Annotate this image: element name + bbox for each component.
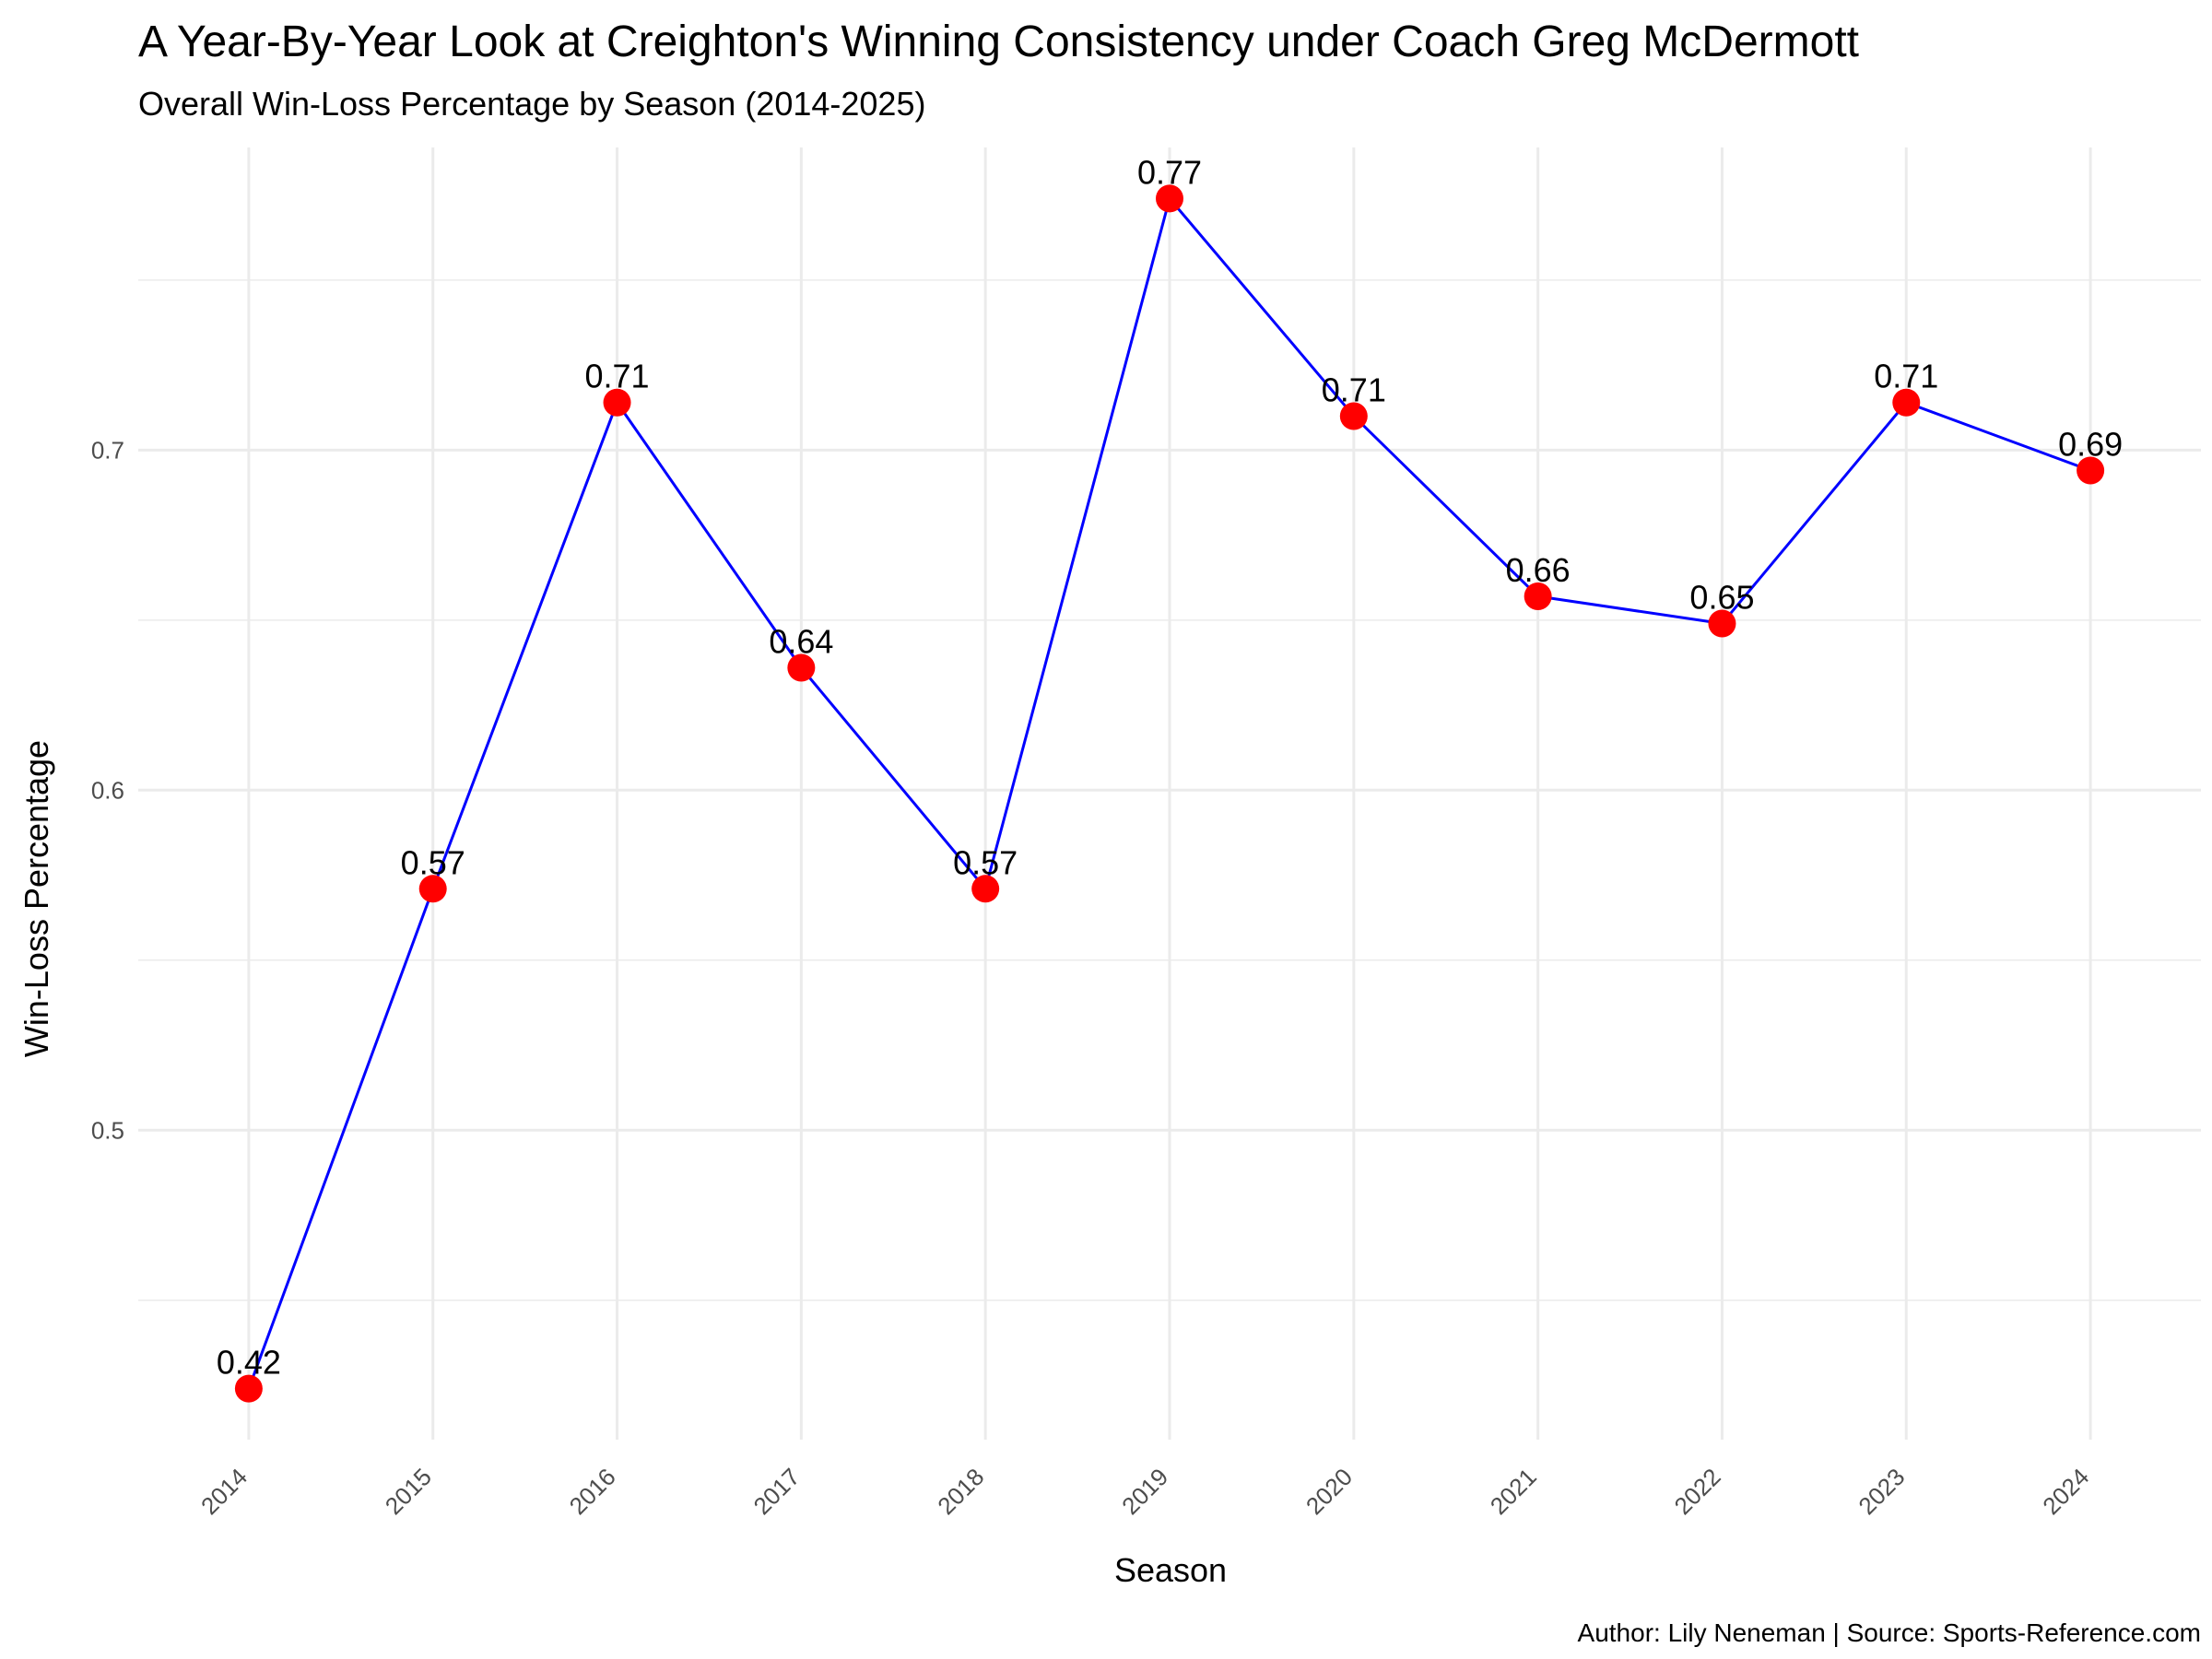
data-label: 0.64 — [769, 622, 833, 660]
x-axis-ticks: 2014 2015 2016 2017 2018 2019 2020 2021 2022 2023… — [195, 1463, 2094, 1520]
chart-caption: Author: Lily Neneman | Source: Sports-Re… — [1577, 1618, 2201, 1647]
data-label: 0.69 — [2058, 426, 2123, 464]
x-tick-label: 2020 — [1300, 1463, 1358, 1520]
x-tick-label: 2022 — [1669, 1463, 1726, 1520]
data-point — [1708, 609, 1736, 638]
data-label: 0.66 — [1506, 551, 1571, 589]
x-tick-label: 2014 — [195, 1463, 253, 1520]
data-label: 0.71 — [584, 358, 649, 395]
x-tick-label: 2017 — [747, 1463, 805, 1520]
x-tick-label: 2016 — [564, 1463, 621, 1520]
x-tick-label: 2019 — [1116, 1463, 1173, 1520]
data-label: 0.71 — [1874, 358, 1938, 395]
y-tick-label: 0.7 — [91, 436, 124, 464]
data-point — [1892, 388, 1921, 417]
chart-title: A Year-By-Year Look at Creighton's Winni… — [138, 18, 1859, 66]
data-labels-layer: 0.42 0.57 0.71 0.64 0.57 0.77 0.71 0.66 0.65 0.71… — [217, 153, 2123, 1381]
y-axis-title: Win-Loss Percentage — [18, 740, 55, 1057]
points-layer — [234, 184, 2105, 1403]
data-point — [971, 875, 1000, 903]
data-label: 0.65 — [1689, 579, 1754, 617]
x-tick-label: 2023 — [1853, 1463, 1910, 1520]
x-tick-label: 2024 — [2037, 1463, 2094, 1520]
y-axis-ticks: 0.5 0.6 0.7 — [91, 436, 124, 1144]
y-tick-label: 0.5 — [91, 1116, 124, 1144]
x-axis-title: Season — [1114, 1551, 1227, 1589]
data-label: 0.42 — [217, 1344, 281, 1382]
data-point — [2077, 456, 2105, 485]
data-point — [1524, 582, 1552, 611]
data-label: 0.57 — [953, 843, 1018, 881]
grid — [138, 147, 2201, 1440]
data-label: 0.57 — [401, 843, 465, 881]
x-tick-label: 2015 — [380, 1463, 437, 1520]
data-point — [603, 388, 631, 417]
data-label: 0.77 — [1137, 153, 1202, 191]
data-label: 0.71 — [1322, 371, 1386, 408]
x-tick-label: 2018 — [932, 1463, 989, 1520]
data-point — [1339, 402, 1368, 430]
y-tick-label: 0.6 — [91, 776, 124, 804]
data-point — [234, 1374, 263, 1403]
chart-subtitle: Overall Win-Loss Percentage by Season (2… — [138, 85, 926, 123]
x-tick-label: 2021 — [1485, 1463, 1542, 1520]
data-point — [418, 875, 447, 903]
data-point — [1156, 184, 1183, 213]
data-point — [787, 653, 816, 682]
